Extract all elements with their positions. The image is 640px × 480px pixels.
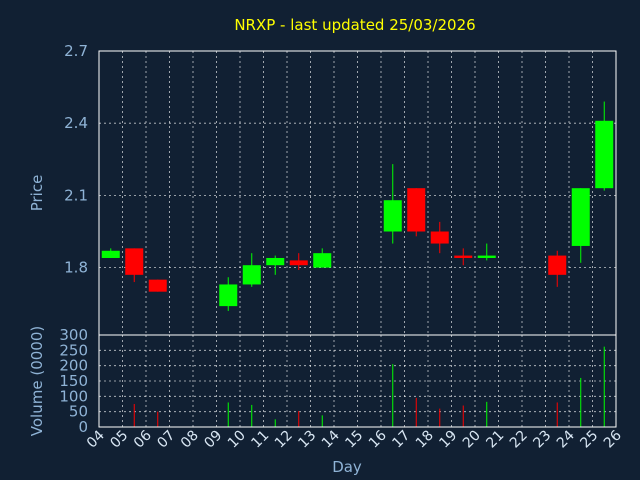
x-tick-label: 18 (413, 428, 437, 452)
candle-body (266, 257, 285, 266)
volume-panel-frame (98, 334, 617, 428)
x-tick-label: 19 (436, 428, 460, 452)
candle-body (571, 188, 590, 246)
price-tick-label: 2.7 (64, 42, 88, 60)
x-tick-label: 13 (295, 428, 319, 452)
x-tick-labels: 04 05 06 07 08 09 10 11 12 13 14 15 16 17 18 19 20 21 22 23… (84, 427, 625, 451)
candle-body (407, 188, 426, 232)
candle-body (548, 255, 567, 275)
volume-series (133, 346, 605, 427)
x-axis-label: Day (332, 458, 362, 476)
candlestick-series (101, 101, 614, 311)
candle-body (289, 260, 308, 266)
x-tick-label: 26 (601, 427, 625, 451)
chart-title: NRXP - last updated 25/03/2026 (234, 16, 475, 34)
volume-grid (99, 335, 616, 427)
x-tick-label: 06 (131, 427, 155, 451)
volume-tick-label: 150 (59, 372, 88, 390)
x-tick-label: 24 (554, 427, 578, 451)
volume-tick-label: 100 (59, 387, 88, 405)
candle-body (313, 253, 332, 268)
volume-tick-label: 200 (59, 357, 88, 375)
x-tick-label: 21 (483, 428, 507, 452)
x-tick-label: 11 (248, 428, 272, 452)
candle-body (477, 255, 496, 258)
x-tick-label: 25 (577, 428, 601, 452)
x-tick-label: 07 (154, 428, 178, 452)
price-axis-label: Price (28, 175, 46, 212)
volume-axis-label: Volume (0000) (28, 326, 46, 436)
volume-tick-label: 250 (59, 341, 88, 359)
x-tick-label: 16 (366, 427, 390, 451)
x-tick-label: 20 (460, 428, 484, 452)
x-tick-label: 09 (201, 428, 225, 452)
candle-body (219, 284, 238, 307)
price-tick-label: 2.1 (64, 186, 88, 204)
candle-body (430, 231, 449, 244)
x-tick-label: 08 (178, 428, 202, 452)
volume-tick-label: 0 (78, 418, 88, 436)
x-tick-label: 15 (342, 428, 366, 452)
x-tick-label: 17 (389, 428, 413, 452)
candle-body (125, 248, 144, 275)
price-tick-label: 1.8 (64, 259, 88, 277)
x-tick-label: 14 (319, 427, 343, 451)
volume-tick-label: 50 (69, 403, 88, 421)
x-tick-label: 23 (530, 428, 554, 452)
x-tick-label: 10 (225, 428, 249, 452)
price-tick-label: 2.4 (64, 114, 88, 132)
price-grid (99, 51, 616, 335)
candle-body (101, 250, 120, 258)
candle-body (242, 265, 261, 285)
candle-body (148, 279, 167, 292)
x-tick-label: 22 (507, 428, 531, 452)
candle-body (454, 255, 473, 258)
x-tick-label: 12 (272, 428, 296, 452)
x-tick-label: 05 (107, 428, 131, 452)
volume-tick-label: 300 (59, 326, 88, 344)
candle-body (595, 120, 614, 189)
candle-body (383, 200, 402, 232)
price-tick-labels: 1.8 2.1 2.4 2.7 (64, 42, 88, 277)
